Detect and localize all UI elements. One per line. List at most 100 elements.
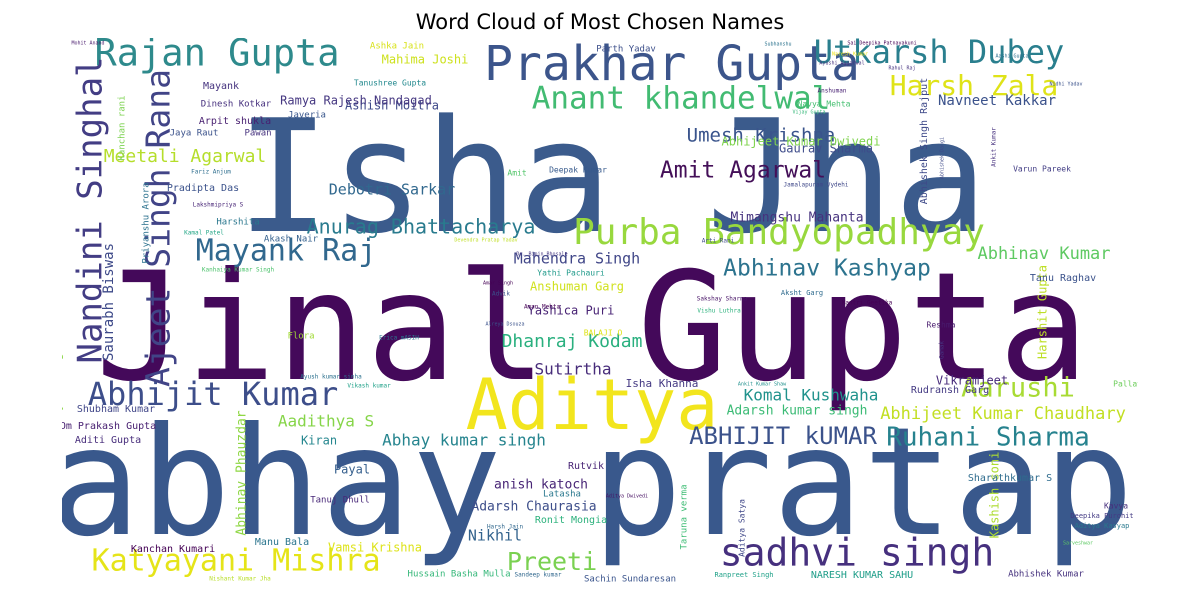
word-mantri-geetika: Mantri Geetika: [842, 300, 893, 307]
word-aashi-gupta: Aashi Gupta: [995, 54, 1028, 60]
word-parth-yadav: Parth Yadav: [596, 45, 656, 55]
word-abhinav-phauzdar: Abhinav Phauzdar: [235, 410, 250, 535]
word-ankit-kumar: Ankit Kumar: [991, 127, 998, 167]
word-nikhil: Nikhil: [468, 527, 522, 545]
word-jinal-gupta: Jinal Gupta: [95, 241, 1088, 415]
word-akash-nair: Akash Nair: [264, 235, 319, 245]
word-katyayani-mishra: Katyayani Mishra: [92, 544, 381, 579]
word-javeria: Javeria: [288, 111, 326, 121]
word-kamal-patel: Kamal Patel: [184, 230, 224, 237]
word-vikash-kumar: Vikash kumar: [347, 383, 391, 390]
word-jaya-raut: Jaya Raut: [170, 129, 219, 139]
word-balram-vinayak-singh: Balram Vinayak Singh: [62, 346, 64, 491]
word-prakhar-gupta: Prakhar Gupta: [484, 38, 860, 92]
word-aarushi: Aarushi: [961, 373, 1075, 404]
word-abhishek-kumar: Abhishek Kumar: [1008, 570, 1084, 580]
word-mimangshu-mahanta: Mimangshu Mahanta: [730, 211, 863, 226]
word-fariz-anjum: Fariz Anjum: [191, 169, 231, 176]
word-flora: Flora: [287, 332, 314, 342]
word-balaji-o: BALAJI O: [584, 329, 623, 338]
word-ruhani-sharma: Ruhani Sharma: [886, 423, 1090, 453]
word-abhijit-kumar: ABHIJIT kUMAR: [689, 422, 877, 450]
word-harsh-jain: Harsh Jain: [487, 524, 524, 531]
word-arpit-shukla: Arpit shukla: [199, 116, 271, 127]
word-varun-pareek: Varun Pareek: [1013, 165, 1071, 174]
word-abhinav-kashyap: Abhinav Kashyap: [723, 256, 931, 282]
word-aditya-dwivedi: Aditya Dwivedi: [606, 494, 648, 500]
word-yashica-puri: Yashica Puri: [528, 304, 615, 318]
word-hussain-basha-mulla: Hussain Basha Mulla: [408, 570, 511, 580]
word-abhay-kumar-singh: Abhay kumar singh: [382, 431, 546, 450]
word-pallavi: Pallavi: [1113, 380, 1138, 389]
word-abhinav-kumar: Abhinav Kumar: [977, 244, 1110, 264]
word-ramya-rajesh-nandagad: Ramya Rajesh Nandagad: [280, 94, 432, 108]
word-umesh-krishna: Umesh Krishna: [687, 125, 836, 147]
word-deepak-kumar: Deepak Kumar: [549, 166, 607, 175]
word-ronit-mongia: Ronit Mongia: [535, 515, 607, 526]
word-debotri-sarkar: Debotri Sarkar: [329, 181, 455, 199]
word-vamsi-krishna: Vamsi Krishna: [328, 541, 422, 555]
word-aditya-satya: Aditya Satya: [738, 499, 747, 557]
word-ayush-kumar-sinha: Ayush kumar sinha: [300, 374, 362, 381]
word-amit: Amit: [507, 169, 526, 178]
word-rudransh-garg: Rudransh Garg: [911, 385, 989, 396]
word-vijay-gupta: Vijay Gupta: [792, 110, 825, 116]
word-naresh-kumar: Naresh Kumar: [832, 52, 868, 58]
word-ajeet-singh-rana: Ajeet Singh Rana: [139, 69, 178, 387]
word-sadhvi-singh: sadhvi singh: [720, 531, 995, 575]
word-aadithya-s: Aadithya S: [278, 412, 374, 431]
word-mayank-raj: Mayank Raj: [196, 234, 377, 269]
word-ranpreet-singh: Ranpreet Singh: [714, 571, 773, 579]
word-deepika-purohit: Deepika Purohit: [1070, 512, 1133, 520]
word-navneet-kakkar: Navneet Kakkar: [938, 93, 1056, 109]
word-yathi-pachauri: Yathi Pachauri: [537, 269, 605, 278]
word-harsh-zala: Harsh Zala: [890, 69, 1059, 102]
word-meetali-agarwal: Meetali Agarwal: [104, 146, 267, 167]
word-saurabh-biswas: Saurabh Biswas: [101, 243, 117, 361]
word-subhanshu: Subhanshu: [764, 42, 791, 48]
word-preeti: Preeti: [507, 547, 597, 576]
word-navya-mehta: Navya Mehta: [798, 100, 851, 109]
word-vishu-luthra: Vishu Luthra: [697, 308, 741, 315]
word-manu-bala: Manu Bala: [255, 537, 309, 548]
word-aditi-gupta: Aditi Gupta: [75, 435, 141, 446]
word-purba-bandyopadhyay: Purba Bandyopadhyay: [573, 212, 985, 253]
word-advik: Advik: [492, 291, 510, 298]
word-rahul-raj: Rahul Raj: [888, 66, 915, 72]
word-sachin-sundaresan: Sachin Sundaresan: [584, 575, 676, 585]
word-tanu-raghav: Tanu Raghav: [1030, 273, 1096, 284]
word-abhijit-kumar: Abhijit Kumar: [88, 375, 338, 413]
word-pawan: Pawan: [244, 129, 271, 139]
word-devendra-pratap-yadav: Devendra Pratap Yadav: [454, 238, 517, 244]
word-vikramjeet: Vikramjeet: [936, 374, 1008, 388]
word-utkarsh-dubey: Utkarsh Dubey: [814, 38, 1064, 71]
word-abhishek-dangi: Abhishek Dangi: [940, 137, 946, 179]
word-aditya-kasyap: Aditya Kasyap: [1075, 522, 1130, 530]
word-sarveshwar: Sarveshwar: [1063, 541, 1093, 547]
word-sutirtha: Sutirtha: [534, 360, 611, 379]
word-tanushree-gupta: Tanushree Gupta: [354, 79, 426, 88]
word-shubham-kumar: Shubham Kumar: [77, 404, 155, 415]
word-gaurav-sharma: Gaurav Sharma: [779, 142, 873, 156]
word-komal-kushwaha: Komal Kushwaha: [744, 386, 879, 405]
word-aditya: Aditya: [466, 364, 719, 446]
word-harshita: Harshita: [216, 218, 259, 228]
word-adarsh-kumar-singh: Adarsh kumar singh: [727, 404, 868, 419]
word-sandeep-kumar: Sandeep kumar: [515, 572, 562, 579]
word-gamak: Gamak: [939, 341, 946, 359]
word-taruna-verma: Taruna verma: [680, 484, 690, 549]
word-sakshay-sharma: Sakshay Sharma: [697, 296, 748, 303]
word-amit-agarwal: Amit Agarwal: [660, 158, 826, 184]
word-lakshmipriya-s: Lakshmipriya S: [193, 202, 244, 209]
chart-title: Word Cloud of Most Chosen Names: [415, 10, 785, 34]
word-pradipta-das: Pradipta Das: [167, 183, 239, 194]
word-mayank: Mayank: [203, 81, 239, 92]
word-om-prakash-gupta: Om Prakash Gupta: [62, 421, 156, 432]
word-aman-mehta: Aman Mehta: [524, 304, 561, 311]
word-anant-khandelwal: Anant khandelwal: [532, 81, 831, 117]
word-anurag-bhattacharya: Anurag Bhattacharya: [307, 215, 536, 239]
word-reshma: Reshma: [927, 321, 956, 330]
word-isha-khanna: Isha Khanna: [626, 377, 699, 390]
word-mahima-joshi: Mahima Joshi: [382, 53, 469, 67]
word-ankit-kumar-shaw: Ankit Kumar Shaw: [738, 382, 787, 388]
